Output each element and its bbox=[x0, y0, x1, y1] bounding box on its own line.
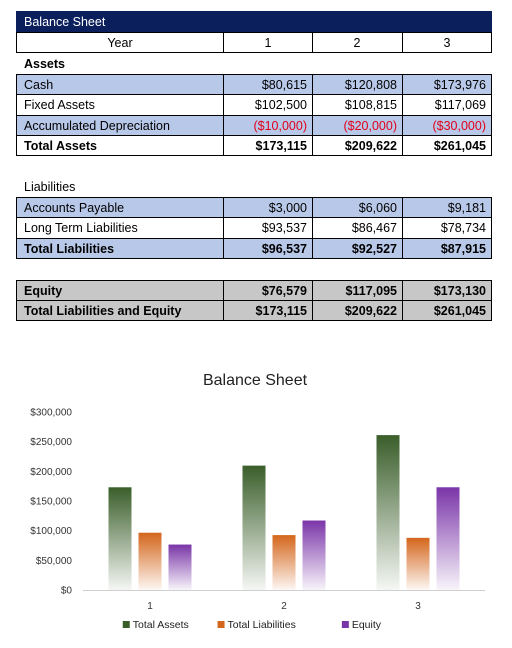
legend-swatch bbox=[217, 621, 225, 628]
bar-equity bbox=[302, 520, 326, 590]
x-axis: 1 2 3 bbox=[147, 601, 421, 612]
bar-group bbox=[108, 435, 460, 590]
bar-total-liabilities bbox=[406, 537, 430, 590]
table-row: Fixed Assets $102,500 $108,815 $117,069 bbox=[16, 94, 492, 116]
value-cell: $261,045 bbox=[434, 304, 486, 318]
value-cell: $9,181 bbox=[448, 201, 486, 215]
value-cell: $86,467 bbox=[352, 221, 397, 235]
bar-total-liabilities bbox=[138, 532, 162, 590]
row-label: Total Liabilities bbox=[24, 242, 114, 256]
bar-total-assets bbox=[242, 465, 266, 590]
legend-label: Equity bbox=[352, 619, 382, 631]
value-cell: $96,537 bbox=[262, 242, 307, 256]
row-label: Cash bbox=[24, 78, 53, 92]
value-cell: $117,069 bbox=[435, 98, 486, 112]
negative-value-cell: ($10,000) bbox=[253, 119, 307, 133]
total-liabilities-row: Total Liabilities $96,537 $92,527 $87,91… bbox=[16, 238, 492, 259]
total-assets-row: Total Assets $173,115 $209,622 $261,045 bbox=[16, 135, 492, 156]
bar-equity bbox=[168, 544, 192, 590]
value-cell: $80,615 bbox=[262, 78, 307, 92]
row-label: Accounts Payable bbox=[24, 201, 124, 215]
value-cell: $261,045 bbox=[434, 139, 486, 153]
equity-row: Equity $76,579 $117,095 $173,130 bbox=[16, 280, 492, 301]
negative-value-cell: ($30,000) bbox=[432, 119, 486, 133]
y-tick-label: $100,000 bbox=[30, 526, 72, 537]
y-tick-label: $50,000 bbox=[36, 556, 73, 567]
table-row: Cash $80,615 $120,808 $173,976 bbox=[16, 74, 492, 95]
table-title: Balance Sheet bbox=[24, 15, 106, 29]
bar-total-liabilities bbox=[272, 535, 296, 590]
value-cell: $173,115 bbox=[256, 304, 307, 318]
value-cell: $117,095 bbox=[346, 284, 397, 298]
y-tick-label: $200,000 bbox=[30, 467, 72, 478]
table-row: Accounts Payable $3,000 $6,060 $9,181 bbox=[16, 197, 492, 218]
year-1-header: 1 bbox=[265, 36, 272, 50]
value-cell: $3,000 bbox=[269, 201, 307, 215]
value-cell: $173,976 bbox=[434, 78, 486, 92]
year-header-row: Year 1 2 3 bbox=[16, 32, 492, 53]
bar-total-assets bbox=[108, 487, 132, 590]
bar-equity bbox=[436, 487, 460, 590]
value-cell: $108,815 bbox=[345, 98, 397, 112]
negative-value-cell: ($20,000) bbox=[343, 119, 397, 133]
year-3-header: 3 bbox=[444, 36, 451, 50]
year-2-header: 2 bbox=[354, 36, 361, 50]
row-label: Long Term Liabilities bbox=[24, 221, 138, 235]
row-label: Accumulated Depreciation bbox=[24, 119, 170, 133]
value-cell: $209,622 bbox=[345, 304, 397, 318]
row-label: Total Assets bbox=[24, 139, 97, 153]
y-tick-label: $150,000 bbox=[30, 497, 72, 508]
table-title-bar bbox=[16, 11, 492, 32]
legend-swatch bbox=[341, 621, 349, 628]
x-tick-label: 1 bbox=[147, 601, 153, 612]
year-label: Year bbox=[107, 36, 132, 50]
value-cell: $93,537 bbox=[262, 221, 307, 235]
value-cell: $87,915 bbox=[441, 242, 486, 256]
value-cell: $102,500 bbox=[255, 98, 307, 112]
value-cell: $209,622 bbox=[345, 139, 397, 153]
value-cell: $92,527 bbox=[352, 242, 397, 256]
table-row: Long Term Liabilities $93,537 $86,467 $7… bbox=[16, 217, 492, 239]
bar-total-assets bbox=[376, 435, 400, 590]
row-label: Equity bbox=[24, 284, 62, 298]
y-tick-label: $250,000 bbox=[30, 437, 72, 448]
y-tick-label: $0 bbox=[61, 586, 73, 597]
chart-legend: Total Assets Total Liabilities Equity bbox=[122, 619, 382, 631]
value-cell: $78,734 bbox=[441, 221, 486, 235]
y-tick-label: $300,000 bbox=[30, 408, 72, 419]
table-row: Accumulated Depreciation ($10,000) ($20,… bbox=[16, 115, 492, 136]
balance-sheet-table: Balance Sheet Year 1 2 3 Assets Cash $80… bbox=[16, 11, 492, 321]
y-axis: $0 $50,000 $100,000 $150,000 $200,000 $250,00… bbox=[30, 408, 72, 597]
x-tick-label: 2 bbox=[281, 601, 287, 612]
value-cell: $6,060 bbox=[359, 201, 397, 215]
row-label: Fixed Assets bbox=[24, 98, 95, 112]
liabilities-heading: Liabilities bbox=[24, 180, 75, 194]
value-cell: $76,579 bbox=[262, 284, 307, 298]
legend-swatch bbox=[122, 621, 130, 628]
value-cell: $173,130 bbox=[434, 284, 486, 298]
assets-heading: Assets bbox=[24, 57, 65, 71]
legend-label: Total Assets bbox=[133, 619, 189, 631]
value-cell: $120,808 bbox=[345, 78, 397, 92]
balance-sheet-chart: Balance Sheet $0$50,000$100,000$150,000$… bbox=[30, 372, 485, 631]
row-label: Total Liabilities and Equity bbox=[24, 304, 181, 318]
total-liabilities-equity-row: Total Liabilities and Equity $173,115 $2… bbox=[16, 300, 492, 321]
x-tick-label: 3 bbox=[415, 601, 421, 612]
value-cell: $173,115 bbox=[256, 139, 307, 153]
chart-title: Balance Sheet bbox=[203, 372, 308, 389]
legend-label: Total Liabilities bbox=[228, 619, 296, 631]
